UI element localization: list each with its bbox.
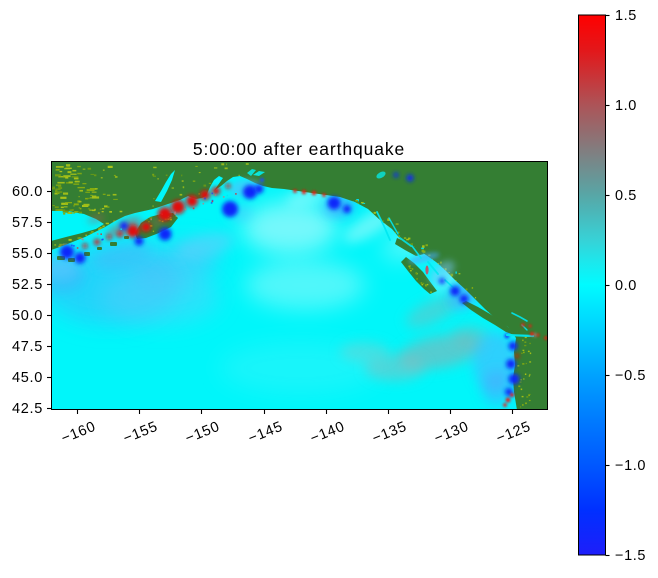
svg-text:52.5: 52.5 — [12, 277, 43, 293]
svg-text:55.0: 55.0 — [12, 246, 43, 262]
svg-text:50.0: 50.0 — [12, 308, 43, 324]
svg-text:−0.5: −0.5 — [615, 368, 646, 384]
svg-text:−1.0: −1.0 — [615, 458, 646, 474]
svg-text:47.5: 47.5 — [12, 339, 43, 355]
svg-text:−1.5: −1.5 — [615, 548, 646, 564]
svg-text:1.5: 1.5 — [615, 8, 637, 24]
svg-text:42.5: 42.5 — [12, 401, 43, 417]
svg-text:60.0: 60.0 — [12, 184, 43, 200]
svg-text:45.0: 45.0 — [12, 370, 43, 386]
svg-text:0.0: 0.0 — [615, 278, 637, 294]
svg-text:0.5: 0.5 — [615, 188, 637, 204]
svg-text:5:00:00 after earthquake: 5:00:00 after earthquake — [193, 139, 405, 159]
svg-text:1.0: 1.0 — [615, 98, 637, 114]
svg-text:57.5: 57.5 — [12, 215, 43, 231]
